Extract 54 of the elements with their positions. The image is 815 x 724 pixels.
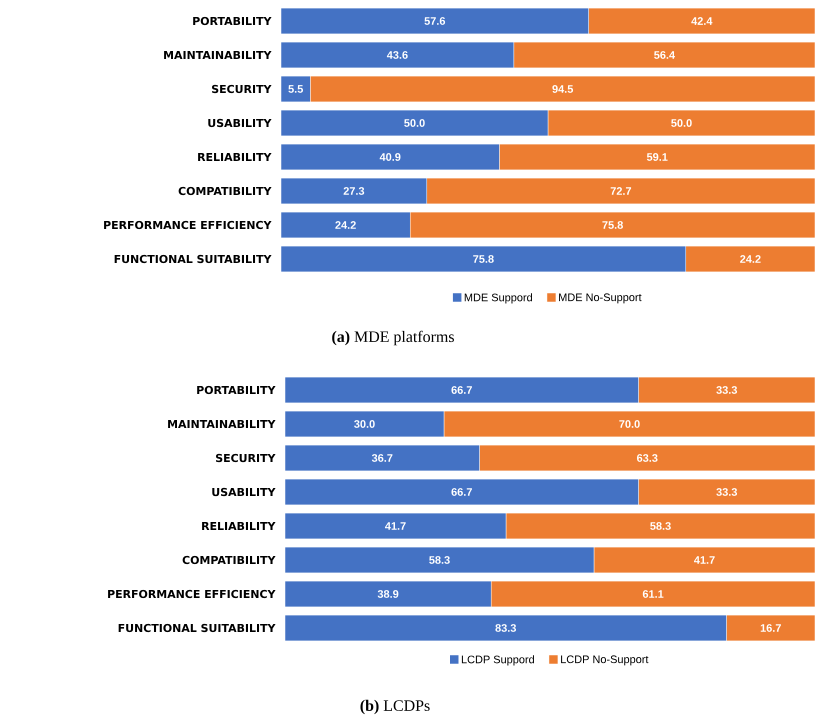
data-label: 75.8	[602, 221, 623, 229]
legend-label: MDE Suppord	[464, 293, 532, 304]
data-label: 66.7	[452, 488, 472, 496]
data-label: 56.4	[654, 51, 676, 59]
data-label: 50.0	[671, 119, 692, 127]
y-tick-label: PERFORMANCE EFFICIENCY	[108, 590, 276, 598]
data-label: 41.7	[385, 522, 406, 530]
data-label: 83.3	[495, 624, 516, 632]
y-tick-label: USABILITY	[212, 488, 276, 496]
y-tick-label: MAINTAINABILITY	[164, 51, 272, 59]
data-label: 58.3	[650, 522, 671, 530]
text: (b) LCDPs	[360, 700, 430, 714]
data-label: 94.5	[552, 85, 574, 93]
data-label: 41.7	[694, 556, 715, 564]
data-label: 61.1	[642, 590, 664, 598]
data-label: 43.6	[386, 51, 408, 59]
y-tick-label: PERFORMANCE EFFICIENCY	[104, 220, 272, 230]
y-tick-label: RELIABILITY	[198, 153, 272, 161]
data-label: 63.3	[637, 454, 658, 462]
y-tick-label: COMPATIBILITY	[178, 186, 272, 196]
data-label: 40.9	[380, 153, 400, 161]
y-tick-label: COMPATIBILITY	[182, 556, 276, 564]
data-label: 70.0	[619, 420, 640, 428]
data-label: 42.4	[691, 17, 712, 25]
data-label: 24.2	[335, 221, 356, 229]
legend-label: MDE No-Support	[559, 293, 642, 304]
y-tick-label: FUNCTIONAL SUITABILITY	[118, 624, 276, 632]
data-label: 50.0	[404, 119, 425, 127]
text: (a) MDE platforms	[332, 330, 454, 346]
data-label: 30.0	[354, 420, 375, 428]
data-label: 57.6	[424, 17, 446, 25]
data-label: 66.7	[452, 386, 472, 394]
y-tick-label: SECURITY	[216, 454, 276, 462]
data-label: 24.2	[740, 255, 761, 263]
y-tick-label: SECURITY	[212, 84, 272, 94]
y-tick-label: USABILITY	[208, 118, 272, 128]
data-label: 16.7	[760, 624, 781, 632]
y-tick-label: FUNCTIONAL SUITABILITY	[114, 254, 272, 264]
data-label: 75.8	[473, 255, 494, 263]
y-tick-label: RELIABILITY	[202, 522, 276, 530]
data-label: 5.5	[288, 85, 303, 93]
data-label: 33.3	[716, 488, 738, 496]
data-label: 27.3	[344, 187, 364, 195]
y-tick-label: PORTABILITY	[193, 16, 272, 26]
y-tick-label: MAINTAINABILITY	[168, 420, 276, 428]
data-label: 38.9	[378, 590, 398, 598]
data-label: 33.3	[716, 386, 738, 394]
data-label: 58.3	[429, 556, 450, 564]
y-tick-label: PORTABILITY	[197, 386, 276, 394]
data-label: 36.7	[372, 454, 392, 462]
legend-label: LCDP Suppord	[462, 655, 534, 666]
legend-label: LCDP No-Support	[561, 655, 648, 666]
data-label: 59.1	[646, 153, 668, 161]
data-label: 72.7	[610, 187, 632, 195]
